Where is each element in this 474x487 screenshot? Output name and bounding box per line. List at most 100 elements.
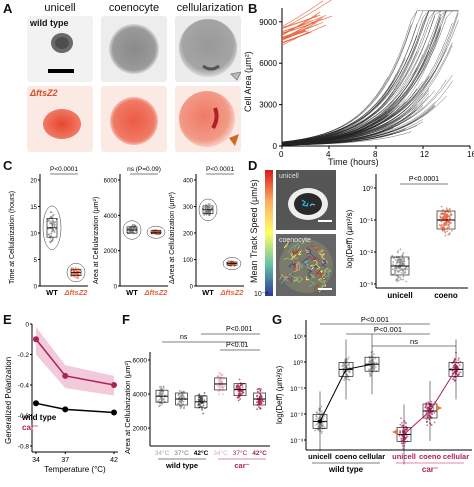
y-tick-label: -0.2: [18, 352, 30, 359]
violin: [122, 220, 142, 240]
data-point: [203, 399, 206, 402]
data-point: [134, 224, 137, 227]
data-point: [320, 410, 323, 413]
col-header-cellularization: cellularization: [176, 2, 244, 14]
y-axis-label: Area at Cellularization (μm²): [123, 360, 132, 454]
point-car: [111, 382, 117, 388]
growth-curve-mut: [281, 15, 327, 33]
data-point: [398, 258, 401, 261]
colorbar: [265, 170, 273, 296]
growth-curve-wt: [281, 85, 406, 143]
growth-curve-wt: [281, 106, 424, 145]
category-label: unicell: [308, 452, 332, 461]
data-point: [394, 271, 397, 274]
y-tick-label: 10⁰: [362, 185, 373, 193]
data-point: [47, 227, 49, 230]
track: [288, 273, 294, 279]
data-point: [233, 265, 236, 267]
data-point: [398, 434, 401, 437]
data-point: [343, 366, 346, 369]
data-point: [400, 271, 403, 274]
arrowhead-icon: [436, 405, 442, 411]
data-point: [393, 257, 395, 260]
micrograph-wt-coenocyte: [101, 16, 167, 82]
data-point: [451, 229, 453, 232]
stat-label: P<0.001: [361, 315, 389, 324]
data-point: [405, 280, 408, 283]
data-point: [201, 395, 204, 398]
track: [283, 257, 294, 261]
data-point: [426, 424, 429, 427]
data-point: [53, 223, 56, 226]
data-point: [449, 213, 452, 216]
data-point: [400, 437, 403, 440]
data-point: [402, 258, 405, 261]
growth-curve-mut: [281, 21, 318, 41]
data-point: [160, 390, 163, 393]
data-point: [158, 398, 161, 401]
data-point: [322, 421, 325, 424]
data-point: [445, 215, 448, 218]
data-point: [441, 223, 443, 226]
data-point: [314, 429, 316, 432]
median-line-wt: [319, 363, 373, 422]
y-tick-label: 3000: [259, 101, 277, 110]
category-label: WT: [46, 288, 58, 297]
x-tick-label: 34: [32, 457, 40, 464]
track: [310, 245, 321, 251]
data-point: [74, 276, 77, 279]
growth-curve-wt: [281, 114, 388, 144]
panel-b-chart: 0 4 8 12 16 0 3000 6000 9000: [259, 0, 474, 159]
data-point: [54, 228, 57, 230]
col-header-unicell: unicell: [44, 2, 76, 14]
data-point: [131, 230, 134, 232]
category-label: ΔftsZ2: [220, 288, 245, 297]
line-wt: [35, 402, 115, 414]
data-point: [397, 250, 400, 252]
data-point: [158, 402, 161, 405]
growth-curve-wt: [281, 129, 406, 146]
data-point: [442, 225, 445, 227]
data-point: [73, 275, 76, 278]
subplot-0: 20 15 10 5 0 Time at Cellularization (hours) P…: [9, 166, 88, 297]
track: [307, 268, 312, 278]
category-label: cellular: [359, 452, 385, 461]
category-label: coeno: [419, 452, 442, 461]
data-point: [74, 273, 77, 276]
data-point: [162, 392, 164, 395]
data-point: [431, 413, 434, 416]
data-point: [442, 218, 445, 220]
data-point: [256, 388, 259, 391]
data-point: [433, 421, 436, 424]
data-point: [239, 384, 242, 387]
data-point: [399, 431, 401, 434]
x-axis-label: Temperature (°C): [44, 465, 106, 474]
track: [318, 249, 324, 255]
y-tick-label: 10⁻¹: [290, 386, 304, 393]
data-point: [259, 393, 262, 396]
data-point: [402, 252, 405, 254]
y-tick-label: 6000: [133, 358, 148, 365]
scale-bar: [318, 288, 332, 290]
data-point: [458, 357, 460, 360]
data-point: [396, 269, 399, 272]
data-point: [446, 220, 449, 222]
data-point: [404, 428, 407, 431]
panel-f-label: F: [122, 312, 130, 327]
data-point: [448, 208, 451, 211]
data-point: [315, 411, 318, 414]
data-point: [238, 396, 241, 398]
data-point: [375, 362, 378, 364]
y-tick-label: 200: [183, 232, 194, 238]
point-car: [33, 336, 39, 343]
track: [319, 269, 323, 274]
data-point: [259, 401, 262, 404]
data-point: [451, 378, 454, 381]
track: [293, 276, 299, 282]
data-point: [77, 267, 80, 270]
data-point: [130, 227, 133, 230]
track: [321, 276, 326, 281]
track: [313, 264, 319, 269]
data-point: [217, 390, 220, 393]
data-point: [454, 363, 457, 366]
